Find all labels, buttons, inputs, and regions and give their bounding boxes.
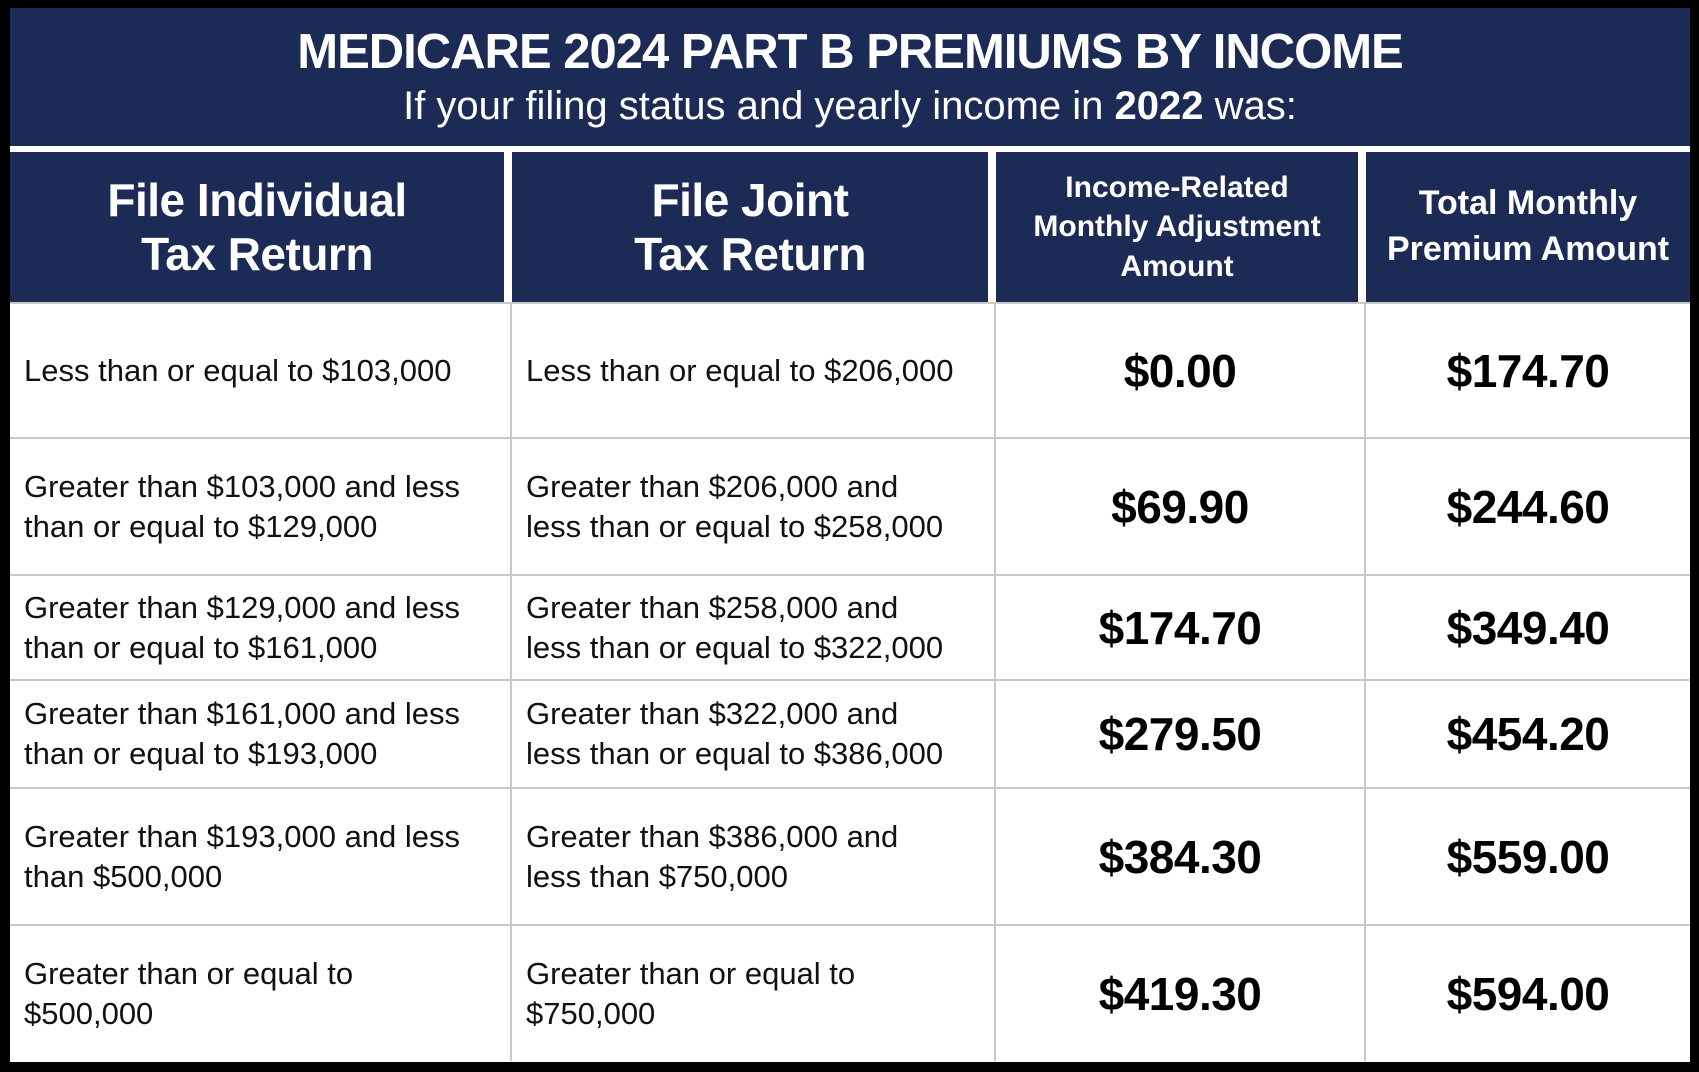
cell-joint-range: Less than or equal to $206,000: [512, 304, 996, 437]
table-row: Greater than $193,000 and less than $500…: [10, 787, 1690, 924]
cell-adjustment-amount: $174.70: [996, 576, 1366, 679]
cell-joint-range: Greater than $206,000 and less than or e…: [512, 439, 996, 574]
cell-individual-range: Greater than $103,000 and less than or e…: [10, 439, 512, 574]
cell-total-premium: $244.60: [1446, 480, 1610, 533]
cell-individual-range: Less than or equal to $103,000: [10, 304, 512, 437]
cell-individual-range: Greater than $129,000 and less than or e…: [10, 576, 512, 679]
cell-joint-range: Greater than or equal to $750,000: [512, 926, 996, 1061]
title-banner: MEDICARE 2024 PART B PREMIUMS BY INCOME …: [10, 8, 1690, 152]
table-row: Greater than or equal to $500,000 Greate…: [10, 924, 1690, 1061]
table-row: Greater than $161,000 and less than or e…: [10, 679, 1690, 787]
medicare-premium-table: MEDICARE 2024 PART B PREMIUMS BY INCOME …: [10, 8, 1690, 1062]
column-header-adjustment: Income-Related Monthly Adjustment Amount: [996, 152, 1366, 302]
cell-total-premium: $349.40: [1446, 601, 1610, 654]
cell-joint-range: Greater than $258,000 and less than or e…: [512, 576, 996, 679]
cell-total-premium: $174.70: [1446, 344, 1610, 397]
cell-adjustment-amount: $419.30: [996, 926, 1366, 1061]
column-header-row: File Individual Tax Return File Joint Ta…: [10, 152, 1690, 302]
cell-adjustment-amount: $0.00: [996, 304, 1366, 437]
cell-total-premium: $559.00: [1446, 830, 1610, 883]
table-row: Greater than $103,000 and less than or e…: [10, 437, 1690, 574]
column-header-total: Total Monthly Premium Amount: [1366, 152, 1690, 302]
cell-total-premium: $454.20: [1446, 708, 1610, 760]
subtitle-prefix: If your filing status and yearly income …: [403, 83, 1115, 128]
column-header-individual: File Individual Tax Return: [10, 152, 512, 302]
cell-individual-range: Greater than or equal to $500,000: [10, 926, 512, 1061]
subtitle-suffix: was:: [1203, 83, 1297, 128]
cell-individual-range: Greater than $193,000 and less than $500…: [10, 789, 512, 924]
page-title: MEDICARE 2024 PART B PREMIUMS BY INCOME: [297, 25, 1403, 80]
cell-individual-range: Greater than $161,000 and less than or e…: [10, 681, 512, 787]
cell-joint-range: Greater than $322,000 and less than or e…: [512, 681, 996, 787]
cell-joint-range: Greater than $386,000 and less than $750…: [512, 789, 996, 924]
cell-adjustment-amount: $69.90: [996, 439, 1366, 574]
table-row: Less than or equal to $103,000 Less than…: [10, 302, 1690, 437]
table-row: Greater than $129,000 and less than or e…: [10, 574, 1690, 679]
cell-adjustment-amount: $384.30: [996, 789, 1366, 924]
cell-adjustment-amount: $279.50: [996, 681, 1366, 787]
subtitle-year: 2022: [1114, 83, 1204, 128]
cell-total-premium: $594.00: [1446, 967, 1610, 1020]
column-header-joint: File Joint Tax Return: [512, 152, 996, 302]
subtitle: If your filing status and yearly income …: [403, 84, 1297, 128]
